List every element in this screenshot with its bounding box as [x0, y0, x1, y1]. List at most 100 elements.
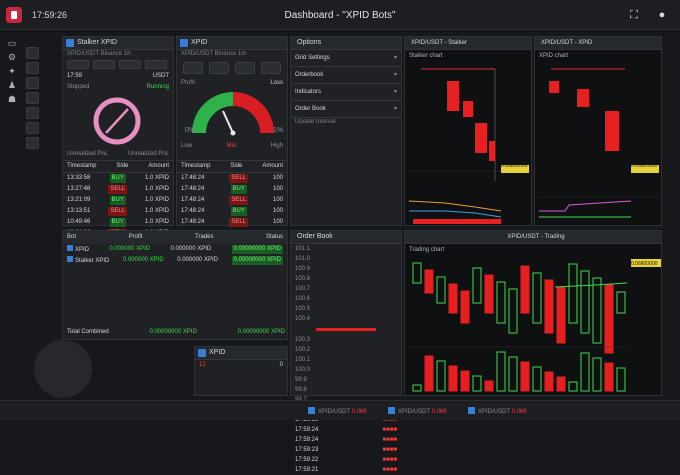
balance-row[interactable]: Stalker XPID 0.000000 XPID 0.000000 XPID 0.…	[63, 255, 287, 266]
ask-price: 100.5	[295, 306, 311, 312]
table-row[interactable]: 17:48:24 SELL 100	[177, 217, 287, 228]
tool-button[interactable]	[26, 77, 39, 89]
table-row[interactable]: 13:13:51 SELL 1.0 XPID	[63, 206, 173, 217]
ticker-label: XPID/USDT	[398, 409, 430, 415]
panel-header: XPID	[177, 37, 287, 50]
trade-side-marker: ■■■■	[382, 467, 398, 473]
pnl-dial	[63, 93, 173, 149]
more-button[interactable]	[145, 60, 167, 69]
ask-row: 100.7	[291, 284, 401, 294]
option-item[interactable]: Indicators ▾	[291, 84, 401, 101]
spread-bar	[316, 328, 376, 331]
chart-sub: Stalker chart	[409, 53, 443, 59]
trade-row: 17:59:24 ■■■■	[291, 425, 401, 435]
cell-time: 17:48:24	[181, 197, 205, 203]
option-item[interactable]: Order Book ▾	[291, 101, 401, 118]
candle	[616, 291, 626, 314]
chevron-down-icon: ▾	[393, 89, 397, 95]
trade-time: 17:59:22	[295, 457, 319, 463]
user-icon[interactable]: ♟	[7, 80, 17, 90]
candle	[556, 286, 566, 344]
loss-label: Loss	[270, 80, 283, 86]
tool-button[interactable]	[26, 137, 39, 149]
people-icon[interactable]: ☗	[7, 94, 17, 104]
gauge-high: High	[270, 143, 283, 149]
mini-value: 12	[199, 362, 206, 368]
profit-label: Profit	[181, 80, 196, 86]
volume-bar	[448, 365, 458, 392]
chart-sub: XPID chart	[539, 53, 569, 59]
tool-button[interactable]	[26, 47, 39, 59]
chart-title: XPID/USDT - Stalker	[405, 37, 531, 50]
trade-list: 17:48:24 SELL 100 17:48:24 BUY 100 17:48:24 SEL…	[177, 173, 287, 228]
option-item[interactable]: Grid Settings ▾	[291, 50, 401, 67]
play-button[interactable]	[67, 60, 89, 69]
stop-button[interactable]	[119, 60, 141, 69]
cell-time: 17:48:24	[181, 219, 205, 225]
tool-button[interactable]	[26, 107, 39, 119]
volume-bar	[520, 361, 530, 392]
cell-side: BUY	[109, 196, 126, 205]
volume-bar	[604, 362, 614, 392]
tool-button[interactable]	[26, 62, 39, 74]
status-currency: USDT	[152, 73, 169, 79]
trade-time: 17:59:23	[295, 447, 319, 453]
bot-icon	[67, 256, 73, 262]
pause-button[interactable]	[209, 62, 229, 74]
bid-price: 100.3	[295, 337, 311, 343]
trade-time: 17:59:24	[295, 427, 319, 433]
cell-amount: 100	[272, 186, 283, 192]
table-row[interactable]: 17:48:24 SELL 100	[177, 195, 287, 206]
tool-button[interactable]	[26, 122, 39, 134]
cell-amount: 1.0 XPID	[144, 219, 169, 225]
bot-trades: 0.000000 XPID	[177, 257, 218, 263]
volume-bar	[568, 381, 578, 392]
option-item[interactable]: Orderbook ▾	[291, 67, 401, 84]
star-icon[interactable]: ✦	[8, 66, 16, 76]
col-header: Status	[265, 234, 283, 240]
trade-side-marker: ■■■■	[382, 437, 398, 443]
ticker-item[interactable]: XPID/USDT 0.068	[468, 407, 527, 416]
table-row[interactable]: 17:48:24 BUY 100	[177, 206, 287, 217]
candle	[604, 284, 614, 354]
menu-icon[interactable]: ▭	[7, 38, 17, 48]
table-row[interactable]: 13:27:48 SELL 1.0 XPID	[63, 184, 173, 195]
status-orb	[34, 340, 92, 398]
panel-title: XPID	[191, 39, 208, 46]
tool-button[interactable]	[26, 92, 39, 104]
volume-bar	[532, 366, 542, 392]
ticker-item[interactable]: XPID/USDT 0.068	[388, 407, 447, 416]
more-button[interactable]	[261, 62, 281, 74]
table-row[interactable]: 10:49:46 BUY 1.0 XPID	[63, 217, 173, 228]
ask-row: 101.1	[291, 244, 401, 254]
trade-time: 17:59:24	[295, 437, 319, 443]
ask-price: 100.9	[295, 266, 311, 272]
table-row[interactable]: 17:48:24 SELL 100	[177, 173, 287, 184]
bot-name-label: XPID	[75, 247, 90, 253]
candle	[436, 276, 446, 304]
ask-row: 100.6	[291, 294, 401, 304]
col-header: Amount	[148, 163, 169, 169]
options-panel: Options Grid Settings ▾ Orderbook ▾ Indicato…	[290, 36, 402, 226]
bid-price: 99.8	[295, 387, 307, 393]
pause-button[interactable]	[93, 60, 115, 69]
trade-row: 17:59:23 ■■■■	[291, 445, 401, 455]
play-button[interactable]	[183, 62, 203, 74]
expand-icon[interactable]: ⛶	[630, 9, 638, 21]
col-header: Profit	[128, 234, 143, 240]
ask-price: 101.1	[295, 246, 311, 252]
table-row[interactable]: 13:33:58 BUY 1.0 XPID	[63, 173, 173, 184]
bot-trades: 0.000000 XPID	[170, 246, 212, 252]
cell-side: SELL	[229, 218, 249, 227]
bell-icon[interactable]: ●	[658, 9, 666, 21]
table-row[interactable]: 13:21:09 BUY 1.0 XPID	[63, 195, 173, 206]
balance-row[interactable]: XPID 0.000000 XPID 0.000000 XPID 0.00000000…	[63, 244, 287, 255]
candle	[544, 279, 554, 334]
settings-icon[interactable]: ⚙	[7, 52, 17, 62]
ticker-item[interactable]: XPID/USDT 0.068	[308, 407, 367, 416]
table-row[interactable]: 17:48:24 BUY 100	[177, 184, 287, 195]
stop-button[interactable]	[235, 62, 255, 74]
trade-side-marker: ■■■■	[382, 427, 398, 433]
cell-side: BUY	[109, 218, 126, 227]
chart-stalker: XPID/USDT - Stalker Stalker chart 0.0680…	[404, 36, 532, 226]
